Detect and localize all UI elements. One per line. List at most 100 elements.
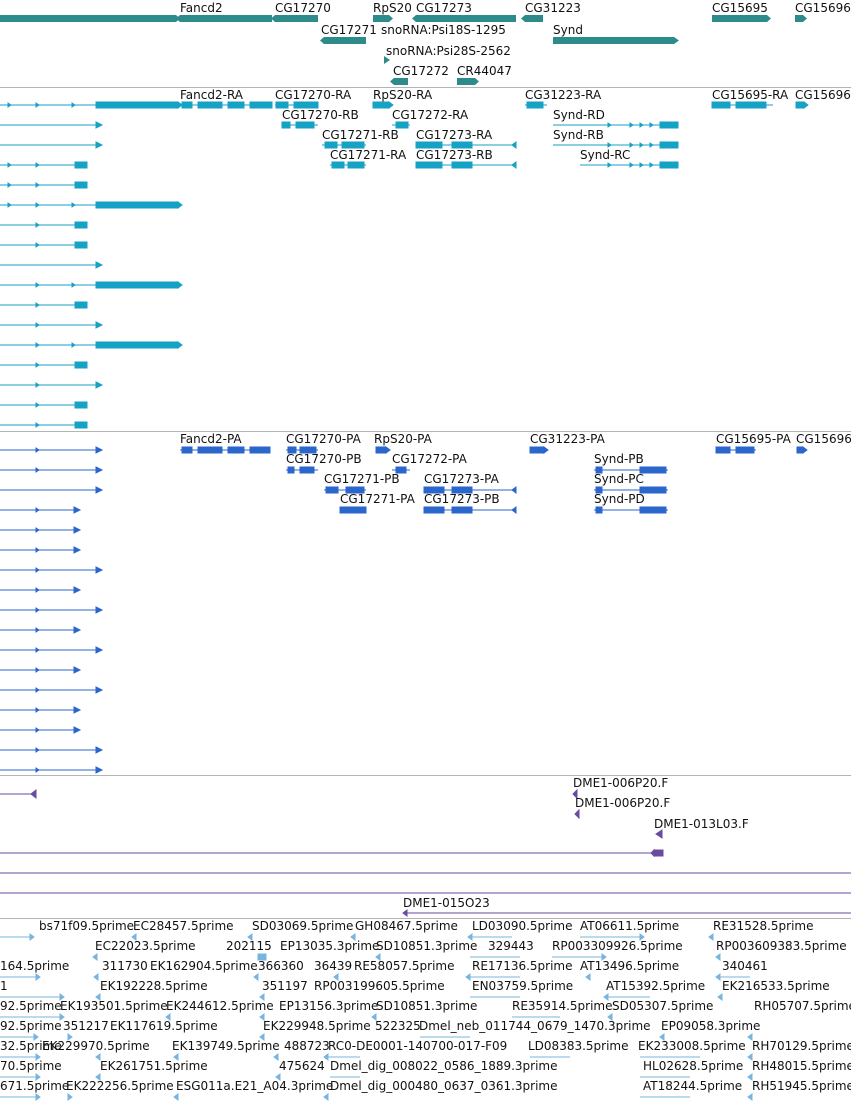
protein-row[interactable]	[0, 486, 104, 494]
mrna-row[interactable]	[0, 241, 88, 249]
protein-row[interactable]	[0, 766, 104, 774]
est-glyph[interactable]	[747, 1053, 753, 1061]
est-glyph[interactable]	[747, 1093, 753, 1101]
protein-glyph[interactable]	[529, 446, 549, 454]
mrna-glyph[interactable]	[580, 161, 679, 169]
gene-glyph[interactable]	[271, 15, 275, 22]
gene-glyph[interactable]	[176, 15, 180, 22]
gene-glyph[interactable]	[384, 56, 390, 64]
protein-row[interactable]	[0, 606, 104, 614]
est-glyph[interactable]	[67, 1093, 73, 1101]
est-glyph[interactable]	[131, 933, 137, 941]
bac-glyph[interactable]	[0, 788, 37, 800]
protein-row[interactable]	[0, 566, 104, 574]
mrna-glyph[interactable]	[322, 141, 366, 149]
gene-glyph[interactable]	[275, 15, 318, 22]
gene-glyph[interactable]	[0, 15, 176, 22]
gene-glyph[interactable]	[390, 78, 394, 85]
est-glyph[interactable]	[747, 1073, 753, 1081]
protein-glyph[interactable]	[286, 446, 318, 454]
protein-glyph[interactable]	[715, 446, 756, 454]
gene-glyph[interactable]	[389, 15, 393, 22]
mrna-glyph[interactable]	[795, 101, 809, 109]
protein-row[interactable]	[0, 506, 82, 514]
est-glyph[interactable]	[92, 953, 98, 961]
mrna-row[interactable]	[0, 101, 183, 109]
bac-glyph[interactable]	[572, 788, 578, 800]
protein-row[interactable]	[0, 686, 104, 694]
gene-glyph[interactable]	[795, 15, 803, 22]
mrna-row[interactable]	[0, 221, 88, 229]
protein-glyph[interactable]	[180, 446, 271, 454]
protein-glyph[interactable]	[423, 486, 517, 494]
est-glyph[interactable]	[375, 953, 381, 961]
protein-row[interactable]	[0, 626, 82, 634]
est-glyph[interactable]	[659, 1033, 665, 1041]
est-glyph[interactable]	[333, 973, 339, 981]
mrna-row[interactable]	[0, 421, 88, 429]
gene-glyph[interactable]	[525, 15, 543, 22]
est-glyph[interactable]	[580, 933, 645, 941]
mrna-row[interactable]	[0, 341, 183, 349]
protein-row[interactable]	[0, 646, 104, 654]
est-glyph[interactable]	[350, 933, 356, 941]
est-glyph[interactable]	[173, 1093, 179, 1101]
est-glyph[interactable]	[465, 973, 520, 981]
gene-glyph[interactable]	[457, 78, 475, 85]
est-glyph[interactable]	[0, 1013, 65, 1021]
gene-glyph[interactable]	[412, 15, 416, 22]
gene-glyph[interactable]	[180, 15, 272, 22]
mrna-row[interactable]	[0, 121, 104, 129]
gene-glyph[interactable]	[803, 15, 807, 22]
est-glyph[interactable]	[715, 953, 721, 961]
protein-glyph[interactable]	[324, 486, 366, 494]
mrna-row[interactable]	[0, 181, 88, 189]
mrna-glyph[interactable]	[281, 121, 318, 129]
protein-glyph[interactable]	[339, 506, 367, 514]
mrna-glyph[interactable]	[392, 121, 410, 129]
gene-glyph[interactable]	[674, 37, 679, 44]
est-glyph[interactable]	[552, 953, 607, 961]
est-glyph[interactable]	[607, 1013, 613, 1021]
mrna-row[interactable]	[0, 361, 88, 369]
est-glyph[interactable]	[467, 933, 512, 941]
mrna-row[interactable]	[0, 161, 88, 169]
protein-row[interactable]	[0, 546, 82, 554]
protein-row[interactable]	[0, 466, 104, 474]
bac-glyph[interactable]	[0, 848, 664, 858]
mrna-row[interactable]	[0, 321, 104, 329]
mrna-row[interactable]	[0, 261, 104, 269]
bac-glyph[interactable]	[655, 829, 663, 839]
est-glyph[interactable]	[708, 933, 714, 941]
gene-glyph[interactable]	[394, 78, 408, 85]
bac-glyph[interactable]	[574, 808, 580, 820]
mrna-row[interactable]	[0, 381, 104, 389]
protein-glyph[interactable]	[286, 466, 318, 474]
mrna-glyph[interactable]	[330, 161, 366, 169]
est-glyph[interactable]	[257, 953, 267, 961]
est-glyph[interactable]	[715, 973, 750, 981]
est-glyph[interactable]	[371, 1013, 377, 1021]
mrna-row[interactable]	[0, 141, 104, 149]
est-glyph[interactable]	[0, 933, 35, 941]
protein-row[interactable]	[0, 726, 82, 734]
mrna-glyph[interactable]	[553, 141, 679, 149]
est-glyph[interactable]	[259, 1013, 265, 1021]
protein-glyph[interactable]	[594, 506, 668, 514]
est-glyph[interactable]	[603, 993, 650, 1001]
protein-glyph[interactable]	[423, 506, 517, 514]
protein-row[interactable]	[0, 706, 82, 714]
est-glyph[interactable]	[273, 1053, 279, 1061]
est-glyph[interactable]	[585, 973, 591, 981]
mrna-glyph[interactable]	[275, 101, 319, 109]
est-glyph[interactable]	[253, 973, 259, 981]
protein-row[interactable]	[0, 526, 82, 534]
est-glyph[interactable]	[247, 933, 253, 941]
mrna-glyph[interactable]	[553, 121, 679, 129]
mrna-row[interactable]	[0, 201, 183, 209]
mrna-glyph[interactable]	[415, 141, 517, 149]
bac-glyph[interactable]	[402, 909, 851, 917]
est-glyph[interactable]	[717, 993, 723, 1001]
gene-glyph[interactable]	[475, 78, 479, 85]
gene-glyph[interactable]	[553, 37, 674, 44]
